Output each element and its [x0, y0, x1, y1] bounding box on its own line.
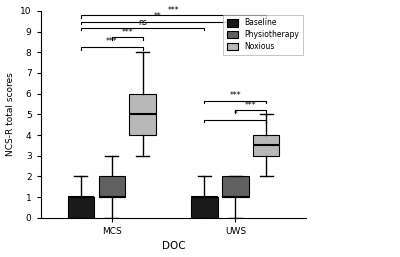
- Text: ***: ***: [245, 100, 257, 109]
- PathPatch shape: [98, 177, 125, 197]
- PathPatch shape: [130, 94, 156, 135]
- Text: *: *: [234, 110, 237, 119]
- PathPatch shape: [222, 177, 248, 197]
- Text: ***: ***: [230, 91, 241, 100]
- Text: ***: ***: [106, 38, 118, 47]
- Text: ***: ***: [121, 28, 133, 37]
- Text: **: **: [154, 12, 162, 21]
- PathPatch shape: [68, 197, 94, 218]
- PathPatch shape: [253, 135, 280, 156]
- Text: ns: ns: [138, 18, 147, 27]
- X-axis label: DOC: DOC: [162, 241, 185, 251]
- Legend: Baseline, Physiotherapy, Noxious: Baseline, Physiotherapy, Noxious: [223, 15, 303, 54]
- Text: ***: ***: [168, 6, 179, 15]
- Y-axis label: NCS-R total scores: NCS-R total scores: [6, 72, 14, 156]
- PathPatch shape: [191, 197, 218, 218]
